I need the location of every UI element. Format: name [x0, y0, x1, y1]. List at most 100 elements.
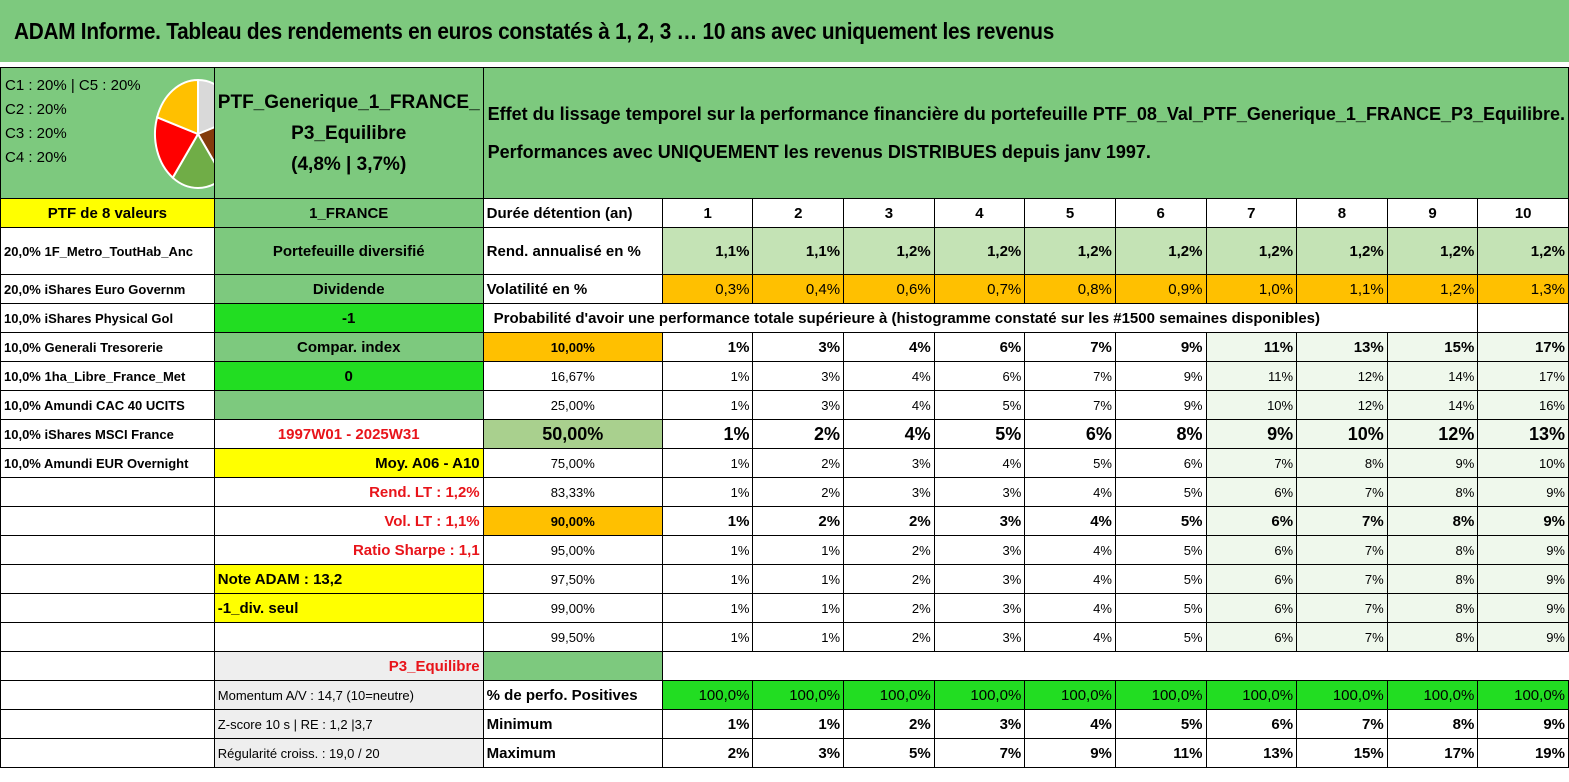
probability-value: 7% — [1205, 448, 1298, 478]
rend-value: 1,2% — [1386, 227, 1479, 275]
probability-value: 4% — [1024, 477, 1116, 507]
probability-value: 8% — [1386, 506, 1479, 536]
rend-value: 1,2% — [1477, 227, 1569, 275]
probability-value: 3% — [933, 506, 1026, 536]
probability-value: 2% — [843, 622, 935, 652]
positive-perf-value: 100,0% — [843, 680, 935, 710]
probability-value: 6% — [933, 332, 1026, 362]
maximum-value: 7% — [933, 738, 1026, 768]
duration-header: 10 — [1477, 198, 1569, 228]
probability-value: 4% — [843, 390, 935, 420]
vol-lt-label: Vol. LT : 1,1% — [213, 506, 484, 536]
probability-value: 12% — [1296, 390, 1388, 420]
probability-value: 10% — [1205, 390, 1298, 420]
portfolio-name-line1: PTF_Generique_1_FRANCE_ — [217, 91, 480, 113]
sheet-row: 10,0% Amundi CAC 40 UCITS 25,00% 1% 3% 4% 5% 7… — [0, 390, 1569, 420]
probability-value: 15% — [1386, 332, 1479, 362]
maximum-value: 9% — [1024, 738, 1116, 768]
probability-value: 3% — [843, 448, 935, 478]
sheet-row: P3_Equilibre — [0, 651, 1569, 681]
profile-label: P3_Equilibre — [213, 651, 484, 681]
pie-slice-c5 — [155, 78, 199, 136]
probability-value: 7% — [1296, 477, 1388, 507]
maximum-value: 15% — [1296, 738, 1388, 768]
probability-value: 9% — [1477, 477, 1569, 507]
probability-value: 3% — [933, 564, 1026, 594]
pie-slice-c1 — [197, 78, 214, 136]
duration-header: 4 — [933, 198, 1026, 228]
sheet-row: Ratio Sharpe : 1,1 95,00% 1% 1% 2% 3% 4% 5% 6% 7%… — [0, 535, 1569, 565]
allocation-legend: C1 : 20% | C5 : 20% C2 : 20% C3 : 20% C4… — [0, 67, 215, 199]
probability-value: 4% — [1024, 622, 1116, 652]
rend-lt-label: Rend. LT : 1,2% — [213, 477, 484, 507]
probability-value: 4% — [933, 448, 1026, 478]
sheet-row: Régularité croiss. : 19,0 / 20 Maximum 2% 3… — [0, 738, 1569, 768]
compar-value: 0 — [213, 361, 484, 391]
sheet-row: 20,0% iShares Euro Governm Dividende Volat… — [0, 274, 1569, 304]
probability-value: 4% — [1024, 506, 1116, 536]
probability-value: 7% — [1024, 361, 1116, 391]
sheet-row: Rend. LT : 1,2% 83,33% 1% 2% 3% 3% 4% 5% 6% 7% 8% 9… — [0, 477, 1569, 507]
probability-value: 6% — [933, 361, 1026, 391]
probability-value: 1% — [661, 477, 754, 507]
holding-item: 10,0% 1ha_Libre_France_Met — [0, 361, 215, 391]
probability-threshold: 10,00% — [482, 332, 663, 362]
probability-value: 1% — [752, 564, 845, 594]
probability-value: 9% — [1477, 593, 1569, 623]
probability-value: 3% — [843, 477, 935, 507]
duration-header: 9 — [1386, 198, 1479, 228]
positive-perf-value: 100,0% — [1024, 680, 1116, 710]
probability-value: 3% — [752, 332, 845, 362]
minimum-value: 1% — [661, 709, 754, 739]
probability-value: 8% — [1386, 622, 1479, 652]
probability-value: 9% — [1477, 622, 1569, 652]
probability-value: 3% — [933, 477, 1026, 507]
sharpe-label: Ratio Sharpe : 1,1 — [213, 535, 484, 565]
duration-header: 1 — [661, 198, 754, 228]
minimum-value: 2% — [843, 709, 935, 739]
empty-cell — [0, 593, 215, 623]
probability-value: 4% — [1024, 535, 1116, 565]
vol-value: 1,0% — [1205, 274, 1298, 304]
duration-header: 2 — [752, 198, 845, 228]
empty-cell — [0, 477, 215, 507]
probability-value: 7% — [1296, 506, 1388, 536]
probability-value: 12% — [1296, 361, 1388, 391]
probability-value: 5% — [1114, 622, 1207, 652]
probability-value: 8% — [1386, 535, 1479, 565]
maximum-value: 3% — [752, 738, 845, 768]
probability-value: 6% — [1205, 506, 1298, 536]
probability-value: 2% — [843, 564, 935, 594]
empty-cell — [0, 680, 215, 710]
probability-value: 4% — [1024, 564, 1116, 594]
probability-value: 16% — [1477, 390, 1569, 420]
empty-cell — [0, 535, 215, 565]
maximum-value: 19% — [1477, 738, 1569, 768]
probability-value: 6% — [1024, 419, 1116, 449]
probability-threshold: 16,67% — [482, 361, 663, 391]
rend-value: 1,2% — [1024, 227, 1116, 275]
probability-value: 2% — [843, 535, 935, 565]
sheet-row: Note ADAM : 13,2 97,50% 1% 1% 2% 3% 4% 5% 6% 7% 8%… — [0, 564, 1569, 594]
holding-item: 10,0% iShares Physical Gol — [0, 303, 215, 333]
allocation-pie-chart — [154, 78, 214, 189]
positive-perf-value: 100,0% — [1205, 680, 1298, 710]
portfolio-type: Portefeuille diversifié — [213, 227, 484, 275]
holding-item: 10,0% Generali Tresorerie — [0, 332, 215, 362]
probability-value: 14% — [1386, 361, 1479, 391]
title-separator — [0, 62, 1569, 67]
holding-item: 10,0% Amundi EUR Overnight — [0, 448, 215, 478]
probability-value: 1% — [661, 564, 754, 594]
probability-value: 2% — [752, 506, 845, 536]
minimum-value: 8% — [1386, 709, 1479, 739]
holding-item: 20,0% iShares Euro Governm — [0, 274, 215, 304]
minimum-value: 6% — [1205, 709, 1298, 739]
sheet-row: Z-score 10 s | RE : 1,2 |3,7 Minimum 1% 1% 2… — [0, 709, 1569, 739]
probability-value: 17% — [1477, 361, 1569, 391]
duration-header: 8 — [1296, 198, 1388, 228]
probability-threshold: 75,00% — [482, 448, 663, 478]
rend-value: 1,2% — [933, 227, 1026, 275]
probability-value: 5% — [1024, 448, 1116, 478]
probability-threshold: 99,00% — [482, 593, 663, 623]
probability-value: 4% — [843, 419, 935, 449]
